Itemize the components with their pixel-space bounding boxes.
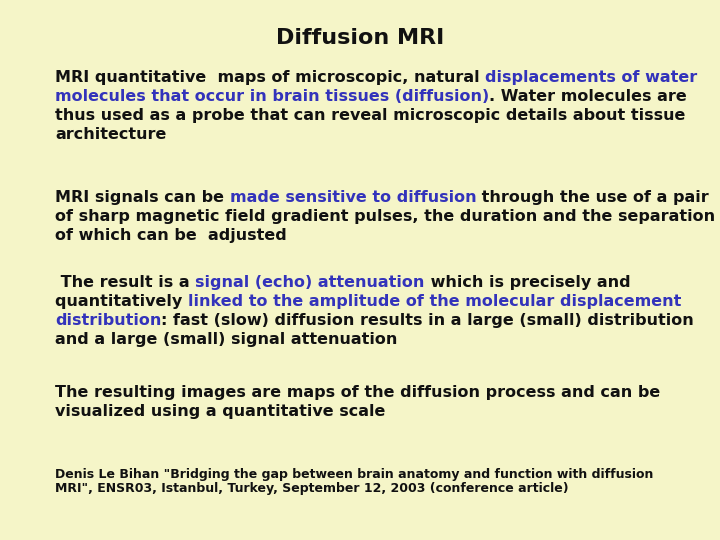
Text: of sharp magnetic field gradient pulses, the duration and the separation: of sharp magnetic field gradient pulses,… [55, 209, 715, 224]
Text: distribution: distribution [55, 313, 161, 328]
Text: molecules that occur in brain tissues (diffusion): molecules that occur in brain tissues (d… [55, 89, 490, 104]
Text: which is precisely and: which is precisely and [425, 275, 630, 290]
Text: visualized using a quantitative scale: visualized using a quantitative scale [55, 404, 385, 419]
Text: The result is a: The result is a [55, 275, 195, 290]
Text: architecture: architecture [55, 127, 166, 142]
Text: and a large (small) signal attenuation: and a large (small) signal attenuation [55, 332, 397, 347]
Text: . Water molecules are: . Water molecules are [490, 89, 687, 104]
Text: displacements of water: displacements of water [485, 70, 698, 85]
Text: thus used as a probe that can reveal microscopic details about tissue: thus used as a probe that can reveal mic… [55, 108, 685, 123]
Text: The resulting images are maps of the diffusion process and can be: The resulting images are maps of the dif… [55, 385, 660, 400]
Text: : fast (slow) diffusion results in a large (small) distribution: : fast (slow) diffusion results in a lar… [161, 313, 694, 328]
Text: through the use of a pair: through the use of a pair [476, 190, 709, 205]
Text: quantitatively: quantitatively [55, 294, 188, 309]
Text: Denis Le Bihan "Bridging the gap between brain anatomy and function with diffusi: Denis Le Bihan "Bridging the gap between… [55, 468, 653, 481]
Text: linked to the amplitude of the molecular displacement: linked to the amplitude of the molecular… [188, 294, 681, 309]
Text: made sensitive to diffusion: made sensitive to diffusion [230, 190, 476, 205]
Text: MRI quantitative  maps of microscopic, natural: MRI quantitative maps of microscopic, na… [55, 70, 485, 85]
Text: Diffusion MRI: Diffusion MRI [276, 28, 444, 48]
Text: MRI signals can be: MRI signals can be [55, 190, 230, 205]
Text: of which can be  adjusted: of which can be adjusted [55, 228, 287, 243]
Text: signal (echo) attenuation: signal (echo) attenuation [195, 275, 425, 290]
Text: MRI", ENSR03, Istanbul, Turkey, September 12, 2003 (conference article): MRI", ENSR03, Istanbul, Turkey, Septembe… [55, 482, 569, 495]
